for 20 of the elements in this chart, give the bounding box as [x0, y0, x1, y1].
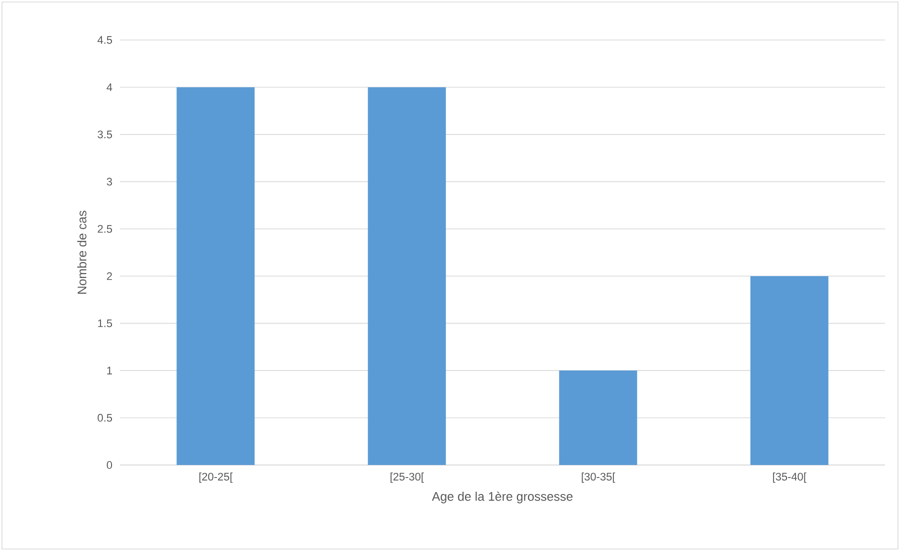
y-tick-label: 1.5 — [98, 320, 112, 328]
x-tick-label: [20-25[ — [199, 472, 233, 483]
y-tick-label: 0 — [106, 461, 112, 469]
y-tick-label: 2 — [106, 272, 112, 280]
y-tick-label: 3.5 — [98, 130, 112, 138]
bar — [750, 276, 828, 465]
bar — [368, 87, 446, 465]
bar — [559, 370, 638, 465]
y-tick-label: 4 — [106, 83, 112, 91]
y-tick-label: 4.5 — [97, 36, 112, 44]
y-tick-label: 0.5 — [98, 414, 112, 422]
y-tick-label: 2.5 — [98, 225, 112, 233]
x-tick-label: [35-40[ — [773, 472, 806, 483]
bar — [176, 87, 255, 465]
y-tick-label: 1 — [107, 366, 112, 374]
x-tick-label: [25-30[ — [390, 472, 424, 483]
x-axis-title: Age de la 1ère grossesse — [432, 492, 573, 504]
y-tick-label: 3 — [106, 178, 112, 186]
y-axis-title: Nombre de cas — [77, 210, 86, 294]
x-tick-label: [30-35[ — [582, 472, 616, 483]
